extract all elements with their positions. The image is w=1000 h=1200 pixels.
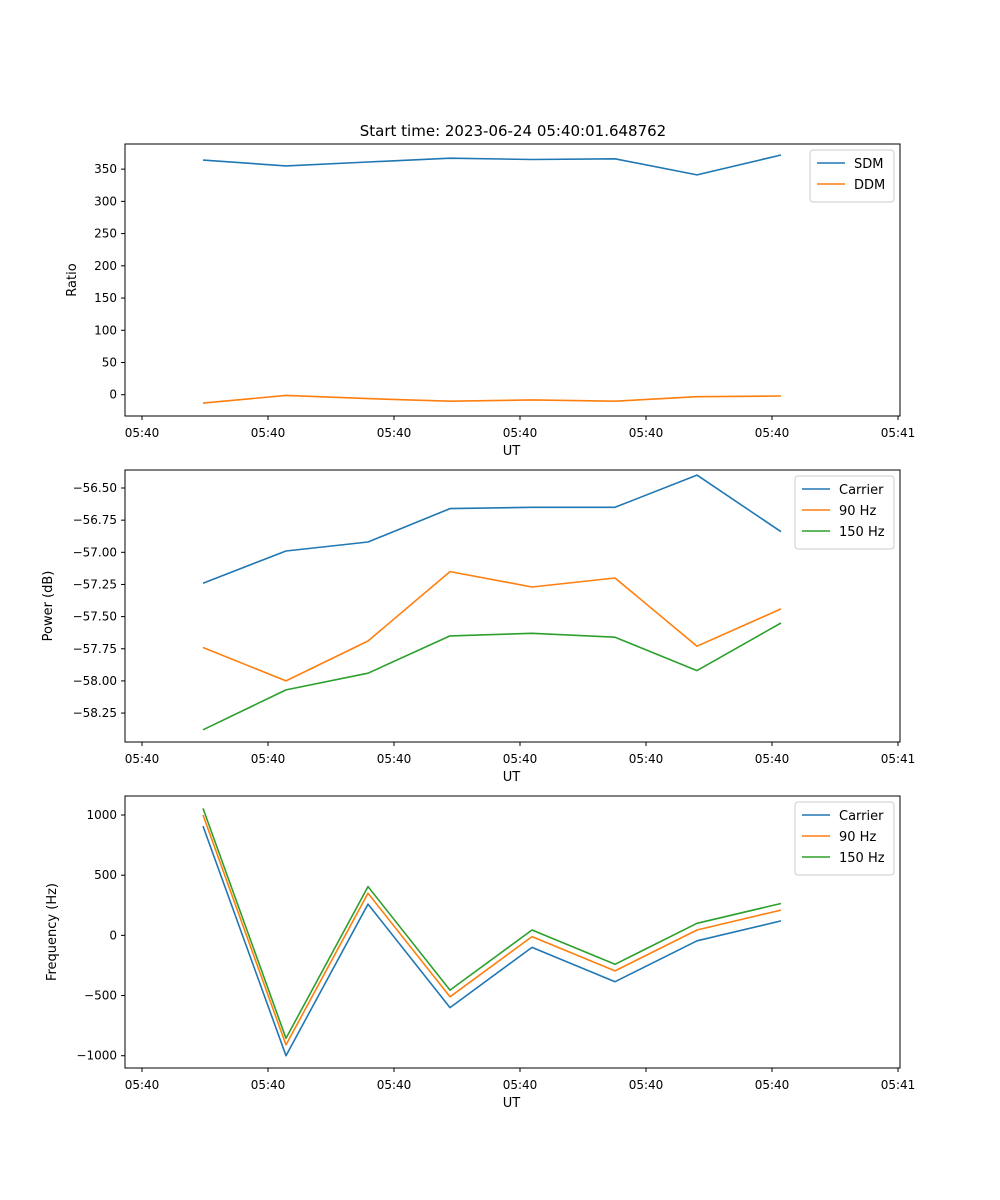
legend-label: DDM [854,178,885,193]
axes-frame [124,469,901,743]
y-axis-label: Frequency (Hz) [45,883,60,981]
axes-frame [124,143,901,417]
x-tick-label: 05:40 [629,426,664,440]
panel-3: −1000 −500 0 500 1000 05:40 05:40 05:40 05:40 05:… [45,795,916,1111]
x-tick-label: 05:41 [881,1078,916,1092]
x-tick-label: 05:40 [629,1078,664,1092]
y-tick-label: −500 [84,989,117,1003]
y-tick-label: −58.00 [73,674,117,688]
x-tick-label: 05:41 [881,426,916,440]
figure-title: Start time: 2023-06-24 05:40:01.648762 [360,122,666,140]
legend-label: 150 Hz [839,525,885,540]
x-tick-label: 05:40 [251,752,286,766]
y-tick-label: 200 [94,259,117,273]
legend-label: 150 Hz [839,851,885,866]
x-tick-label: 05:40 [377,426,412,440]
axes-frame [124,795,901,1069]
x-axis-label: UT [503,1096,521,1111]
legend: SDM DDM [809,149,895,203]
x-tick-label: 05:40 [251,1078,286,1092]
y-tick-label: −57.25 [73,577,117,591]
y-axis-label: Ratio [65,263,80,296]
y-tick-label: −56.75 [73,513,117,527]
x-tick-label: 05:40 [125,752,160,766]
x-tick-label: 05:40 [125,1078,160,1092]
y-tick-label: 150 [94,291,117,305]
x-tick-label: 05:40 [755,1078,790,1092]
x-tick-label: 05:40 [377,1078,412,1092]
y-tick-label: −57.50 [73,610,117,624]
y-tick-label: −57.00 [73,545,117,559]
series-line-90-hz [202,570,782,682]
legend-label: Carrier [839,809,884,824]
panel-1: 0 50 100 150 200 250 300 350 05:40 05:40 05:40 05:4… [65,143,916,459]
y-tick-label: 250 [94,227,117,241]
y-tick-label: −57.75 [73,642,117,656]
y-tick-label: 1000 [86,808,117,822]
legend: Carrier 90 Hz 150 Hz [794,475,895,550]
x-axis-label: UT [503,770,521,785]
series-line-150-hz [202,622,782,731]
series-line-ddm [202,394,782,404]
x-tick-label: 05:40 [503,426,538,440]
y-tick-label: −56.50 [73,481,117,495]
y-tick-label: 0 [109,928,117,942]
x-tick-label: 05:40 [755,426,790,440]
y-tick-label: −58.25 [73,706,117,720]
y-tick-label: −1000 [76,1049,117,1063]
x-axis-label: UT [503,444,521,459]
y-tick-label: 100 [94,323,117,337]
y-tick-label: 350 [94,162,117,176]
y-tick-label: 0 [109,388,117,402]
x-tick-label: 05:40 [125,426,160,440]
x-tick-label: 05:40 [755,752,790,766]
series-line-carrier [202,474,782,584]
series-line-150-hz [202,808,782,1040]
panel-2: −58.25 −58.00 −57.75 −57.50 −57.25 −57.00 −56.… [41,469,916,785]
y-tick-label: 500 [94,868,117,882]
legend-label: 90 Hz [839,504,876,519]
x-tick-label: 05:40 [251,426,286,440]
legend-label: SDM [854,157,883,172]
series-line-90-hz [202,814,782,1046]
x-tick-label: 05:40 [629,752,664,766]
x-tick-label: 05:40 [503,752,538,766]
x-tick-label: 05:40 [503,1078,538,1092]
y-axis-label: Power (dB) [41,571,56,642]
series-line-carrier [202,825,782,1057]
series-line-sdm [202,154,782,176]
y-tick-label: 50 [102,356,117,370]
legend: Carrier 90 Hz 150 Hz [794,801,895,876]
x-tick-label: 05:41 [881,752,916,766]
legend-label: 90 Hz [839,830,876,845]
y-tick-label: 300 [94,194,117,208]
x-tick-label: 05:40 [377,752,412,766]
legend-label: Carrier [839,483,884,498]
